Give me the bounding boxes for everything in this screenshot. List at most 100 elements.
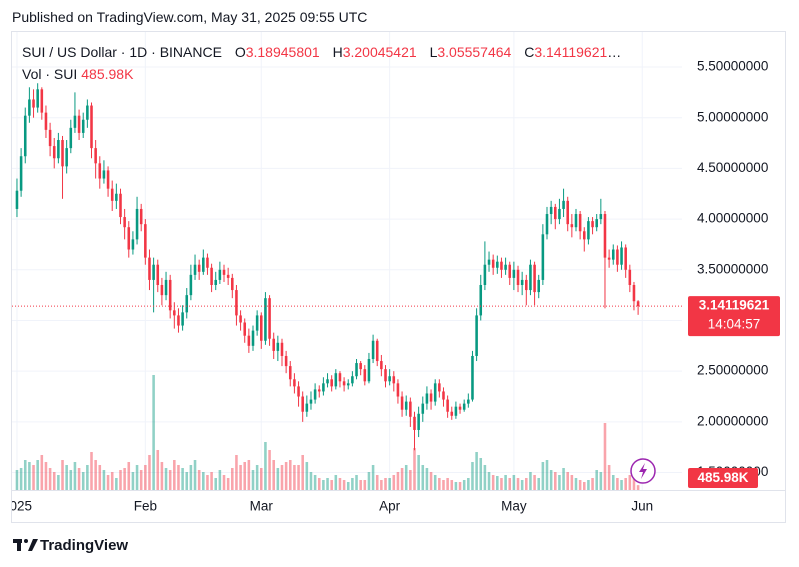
ohlc-value: 3.14119621 [534, 44, 621, 60]
candle-body [587, 221, 590, 240]
volume-bar [235, 455, 238, 490]
candle-body [15, 190, 19, 209]
candle-body [255, 315, 259, 331]
volume-bar [496, 476, 499, 490]
volume-bar [371, 465, 375, 490]
volume-bar [450, 480, 454, 490]
volume-bar [359, 480, 362, 490]
tv-logo [13, 539, 38, 551]
candle-body [487, 259, 491, 265]
volume-bar [28, 462, 31, 490]
volume-bar [330, 480, 333, 490]
volume-bar [272, 460, 275, 490]
volume-bar [293, 465, 296, 490]
volume-bar [177, 465, 180, 490]
volume-bar [173, 460, 176, 490]
countdown: 14:04:57 [708, 317, 761, 332]
volume-bar [222, 475, 226, 490]
volume-bar [636, 485, 640, 490]
volume-bar [454, 482, 458, 490]
candle-body [616, 249, 619, 265]
candle-body [471, 355, 474, 400]
volume-bar [367, 472, 371, 490]
volume-bar [57, 475, 60, 490]
brand: TradingView [40, 537, 129, 554]
candle-body [90, 105, 93, 149]
candle-body [36, 89, 39, 108]
volume-bar [603, 423, 607, 490]
volume-bar [164, 468, 168, 490]
volume-title: Vol · SUI [22, 66, 78, 82]
candle-body [322, 383, 325, 392]
candle-body [496, 261, 499, 268]
volume-bar [148, 455, 151, 490]
volume-bar [276, 468, 280, 490]
candle-body [301, 396, 304, 412]
candle-body [578, 214, 582, 232]
candle-body [467, 399, 470, 404]
candle-body [554, 206, 557, 220]
volume-bar [458, 482, 462, 490]
candle-body [413, 416, 416, 430]
candle-body [235, 290, 238, 316]
volume-bar [32, 465, 35, 490]
volume-bar [77, 468, 81, 490]
volume-bar [309, 472, 313, 490]
candle-body [566, 200, 569, 225]
candle-body [226, 274, 230, 278]
x-tick-label: Mar [250, 499, 274, 514]
candle-body [359, 363, 362, 370]
candle-body [110, 188, 114, 201]
candle-body [632, 284, 636, 302]
volume-bar [525, 478, 528, 490]
candle-body [284, 355, 288, 367]
candle-body [433, 383, 437, 402]
candle-body [268, 298, 271, 339]
ohlc-key: H [332, 44, 343, 60]
volume-bar [264, 442, 267, 490]
candle-body [73, 115, 77, 128]
volume-bar [110, 472, 114, 490]
candle-body [520, 279, 524, 285]
volume-bar [98, 465, 102, 490]
y-tick-label: 3.50000000 [697, 261, 768, 276]
candle-body [247, 335, 251, 346]
volume-bar [558, 475, 561, 490]
candle-body [607, 257, 611, 260]
candle-body [516, 269, 520, 285]
candle-body [636, 301, 640, 307]
candle-body [276, 342, 280, 351]
candle-body [193, 264, 197, 275]
ohlc-key: L [429, 44, 438, 60]
volume-bar [545, 460, 549, 490]
ohlc-value: 3.18945801 [245, 44, 320, 60]
volume-bar [218, 470, 222, 490]
chart-frame [11, 31, 786, 523]
volume-legend: Vol · SUI 485.98K [22, 66, 133, 82]
volume-bar [197, 470, 201, 490]
candle-body [57, 140, 60, 159]
candle-body [549, 206, 553, 215]
y-tick-label: 2.00000000 [697, 413, 768, 428]
volume-bar [202, 472, 205, 490]
candle-body [206, 257, 209, 268]
volume-bar [239, 465, 242, 490]
candle-body [19, 156, 23, 191]
candle-body [61, 140, 64, 167]
volume-bar [23, 460, 27, 490]
candle-body [98, 163, 102, 179]
volume-bar [380, 480, 383, 490]
candle-body [135, 208, 139, 240]
volume-bar [512, 475, 516, 490]
volume-bar [48, 468, 52, 490]
volume-bar [243, 462, 247, 490]
candle-body [309, 399, 313, 404]
candle-body [144, 224, 147, 258]
candle-body [421, 403, 425, 414]
volume-bar [251, 470, 255, 490]
candle-layer [15, 83, 640, 451]
candle-body [392, 376, 396, 384]
volume-bar [363, 480, 367, 490]
volume-bar [247, 460, 251, 490]
